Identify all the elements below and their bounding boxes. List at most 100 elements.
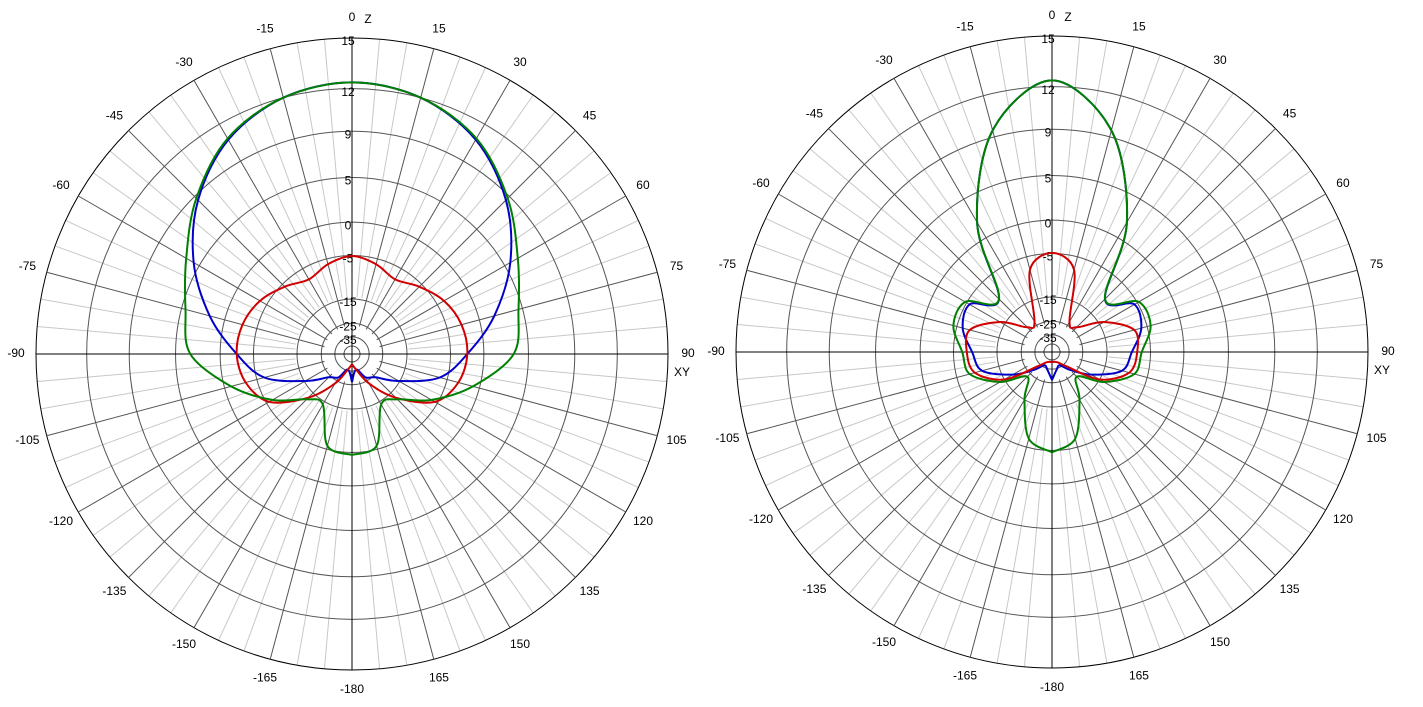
angle-label: -105 — [715, 431, 739, 445]
minor-spoke — [1084, 92, 1234, 306]
r-tick-label: 0 — [1045, 216, 1052, 230]
minor-spoke — [754, 370, 999, 461]
angle-label: 15 — [1132, 20, 1146, 34]
minor-spoke — [375, 405, 487, 641]
minor-spoke — [37, 358, 296, 383]
r-tick-label: 15 — [341, 34, 355, 48]
minor-spoke — [407, 298, 664, 345]
angle-label: -105 — [15, 433, 39, 447]
angle-label: -15 — [956, 20, 974, 34]
minor-spoke — [765, 217, 1001, 329]
angle-label: -165 — [253, 671, 277, 685]
minor-spoke — [408, 325, 667, 350]
minor-spoke — [356, 39, 381, 298]
angle-label: 75 — [1370, 257, 1384, 271]
r-tick-label: 15 — [1041, 32, 1055, 46]
minor-spoke — [395, 150, 595, 318]
angle-label: 120 — [633, 514, 653, 528]
spoke — [365, 378, 511, 628]
minor-spoke — [403, 377, 639, 489]
angle-label: -180 — [340, 682, 364, 696]
minor-spoke — [870, 92, 1020, 306]
angle-label: 75 — [670, 259, 684, 273]
minor-spoke — [405, 372, 650, 463]
minor-spoke — [65, 219, 301, 331]
spoke — [1071, 128, 1276, 333]
minor-spoke — [148, 397, 316, 597]
minor-spoke — [217, 67, 329, 303]
spoke — [893, 376, 1039, 626]
angle-label: -90 — [707, 344, 725, 358]
angle-label: 60 — [1336, 176, 1350, 190]
minor-spoke — [398, 172, 612, 322]
pattern-line — [952, 79, 1152, 454]
angle-label: 30 — [1213, 53, 1227, 67]
spoke — [1076, 193, 1326, 339]
minor-spoke — [1108, 323, 1367, 348]
r-tick-label: -15 — [1039, 293, 1057, 307]
minor-spoke — [943, 405, 1034, 650]
spoke — [969, 379, 1046, 658]
angle-label: 135 — [1280, 582, 1300, 596]
minor-spoke — [809, 148, 1009, 316]
spoke — [128, 373, 333, 578]
angle-label: -45 — [106, 109, 124, 123]
minor-spoke — [1061, 407, 1108, 664]
angle-label: 0 — [1049, 8, 1056, 22]
minor-spoke — [388, 397, 556, 597]
minor-spoke — [54, 372, 299, 463]
angle-label: -75 — [719, 257, 737, 271]
angle-label: -90 — [7, 346, 25, 360]
minor-spoke — [1103, 375, 1339, 487]
minor-spoke — [996, 40, 1043, 297]
spoke — [269, 48, 346, 327]
minor-spoke — [170, 94, 320, 308]
spoke — [746, 269, 1025, 346]
minor-spoke — [323, 39, 348, 298]
minor-spoke — [765, 375, 1001, 487]
angle-label: -135 — [102, 584, 126, 598]
minor-spoke — [92, 172, 306, 322]
minor-spoke — [92, 386, 306, 536]
minor-spoke — [361, 409, 408, 666]
angle-label: 150 — [1210, 635, 1230, 649]
minor-spoke — [809, 388, 1009, 556]
angle-label: 15 — [432, 22, 446, 36]
r-tick-label: -5 — [1043, 250, 1054, 264]
angle-label: -150 — [172, 637, 196, 651]
r-tick-label: -15 — [339, 295, 357, 309]
minor-spoke — [384, 400, 534, 614]
spoke — [893, 78, 1039, 328]
angle-label: 60 — [636, 178, 650, 192]
minor-spoke — [1070, 54, 1161, 299]
r-tick-label: 9 — [345, 127, 352, 141]
pattern-line — [183, 81, 521, 456]
minor-spoke — [1023, 408, 1048, 667]
r-tick-label: 9 — [1045, 125, 1052, 139]
minor-spoke — [1056, 37, 1081, 296]
spoke — [376, 195, 626, 341]
minor-spoke — [407, 363, 664, 410]
minor-spoke — [405, 245, 650, 336]
axis-label: XY — [1374, 363, 1390, 377]
angle-label: -45 — [806, 107, 824, 121]
r-tick-label: 12 — [1041, 83, 1055, 97]
angle-label: -30 — [875, 53, 893, 67]
minor-spoke — [737, 323, 996, 348]
spoke — [1058, 46, 1135, 325]
minor-spoke — [848, 109, 1016, 309]
angle-label: -60 — [752, 176, 770, 190]
minor-spoke — [917, 403, 1029, 639]
minor-spoke — [37, 325, 296, 350]
angle-label: 105 — [667, 433, 687, 447]
pattern-line — [235, 254, 469, 404]
minor-spoke — [243, 407, 334, 652]
minor-spoke — [1056, 408, 1081, 667]
minor-spoke — [870, 398, 1020, 612]
angle-label: 30 — [513, 55, 527, 69]
angle-label: -60 — [52, 178, 70, 192]
minor-spoke — [296, 42, 343, 299]
r-tick-label: 5 — [345, 174, 352, 188]
minor-spoke — [943, 54, 1034, 299]
